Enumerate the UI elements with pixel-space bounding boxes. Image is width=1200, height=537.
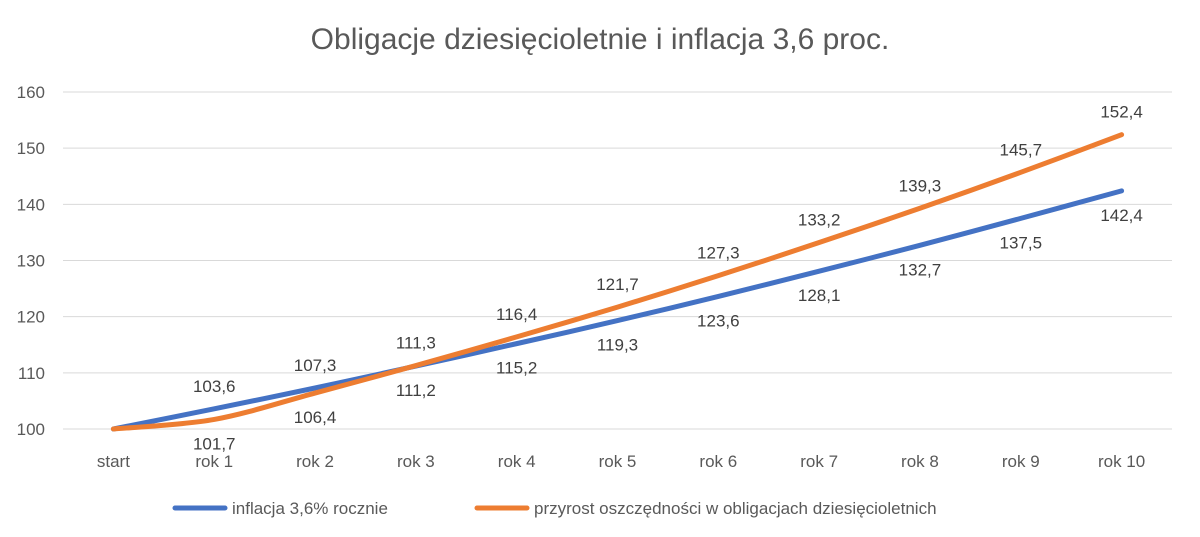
data-label: 103,6 xyxy=(193,377,236,396)
x-tick-label: rok 5 xyxy=(599,452,637,471)
data-label: 106,4 xyxy=(294,408,337,427)
x-tick-label: start xyxy=(97,452,130,471)
data-label: 119,3 xyxy=(597,336,638,355)
y-tick-label: 160 xyxy=(17,83,45,102)
legend-label: inflacja 3,6% rocznie xyxy=(232,499,388,518)
data-labels: 103,6 107,3 111,2 115,2 119,3 123,6 128,1 132,7… xyxy=(193,103,1143,454)
data-label: 137,5 xyxy=(999,233,1042,252)
data-label: 127,3 xyxy=(697,244,740,263)
data-label: 111,3 xyxy=(396,334,436,353)
data-label: 132,7 xyxy=(899,260,942,279)
x-tick-label: rok 7 xyxy=(800,452,838,471)
series-line-bonds xyxy=(110,132,1125,432)
series-lines xyxy=(110,132,1125,432)
y-tick-label: 110 xyxy=(18,364,45,383)
data-label: 139,3 xyxy=(899,176,942,195)
chart-title: Obligacje dziesięcioletnie i inflacja 3,… xyxy=(311,23,890,56)
x-tick-label: rok 1 xyxy=(195,452,233,471)
x-axis-tick-labels: start rok 1 rok 2 rok 3 rok 4 rok 5 rok 6 rok 7… xyxy=(97,452,1145,471)
y-tick-label: 150 xyxy=(17,139,45,158)
x-tick-label: rok 8 xyxy=(901,452,939,471)
x-tick-label: rok 2 xyxy=(296,452,334,471)
data-label: 107,3 xyxy=(294,356,337,375)
data-label: 133,2 xyxy=(798,211,841,230)
x-tick-label: rok 3 xyxy=(397,452,435,471)
x-tick-label: rok 9 xyxy=(1002,452,1040,471)
x-tick-label: rok 10 xyxy=(1098,452,1145,471)
x-tick-label: rok 4 xyxy=(498,452,536,471)
data-label: 115,2 xyxy=(496,359,537,378)
data-label: 142,4 xyxy=(1100,206,1143,225)
gridlines xyxy=(63,91,1172,430)
y-axis-tick-labels: 100 110 120 130 140 150 160 xyxy=(17,83,45,439)
data-label: 123,6 xyxy=(697,311,740,330)
data-label: 101,7 xyxy=(193,434,236,453)
y-tick-label: 100 xyxy=(17,420,45,439)
data-label: 152,4 xyxy=(1100,103,1143,122)
data-label: 121,7 xyxy=(596,275,639,294)
legend-label: przyrost oszczędności w obligacjach dzie… xyxy=(534,499,937,518)
data-label: 116,4 xyxy=(496,305,537,324)
y-tick-label: 130 xyxy=(17,252,45,271)
x-tick-label: rok 6 xyxy=(699,452,737,471)
series-line-inflation xyxy=(110,188,1125,432)
data-label: 145,7 xyxy=(999,140,1042,159)
y-tick-label: 140 xyxy=(17,195,45,214)
data-label: 128,1 xyxy=(798,286,841,305)
legend: inflacja 3,6% rocznie przyrost oszczędnoś… xyxy=(172,499,937,518)
data-label: 111,2 xyxy=(396,381,436,400)
y-tick-label: 120 xyxy=(17,308,45,327)
